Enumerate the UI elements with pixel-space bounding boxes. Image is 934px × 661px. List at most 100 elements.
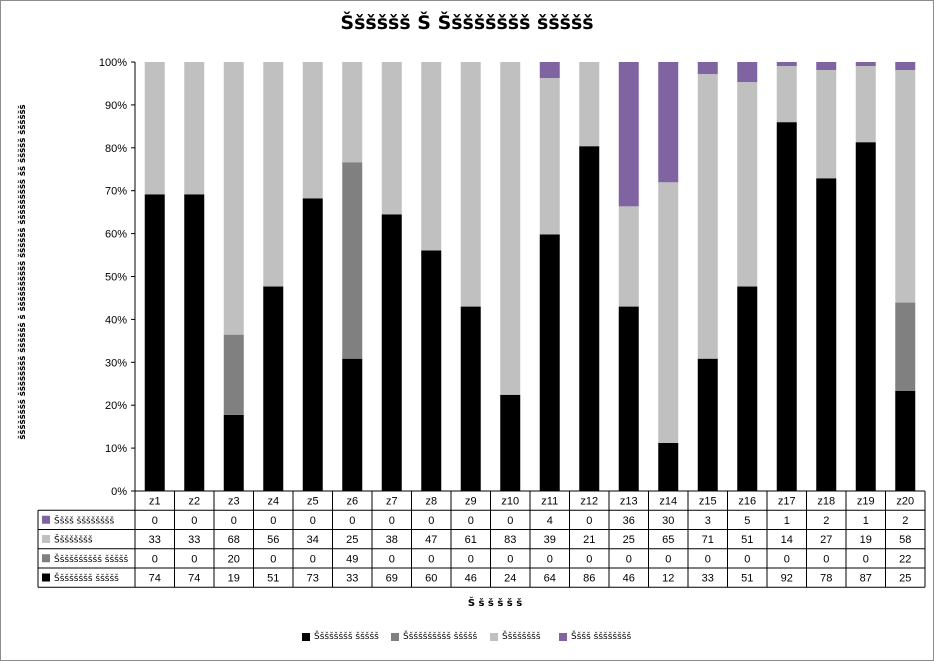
table-cell: 0	[665, 553, 671, 565]
y-tick-label: 50%	[105, 272, 127, 284]
table-cell: 92	[781, 573, 793, 585]
table-cell: 0	[428, 515, 434, 527]
bar-segment-z18-s3	[816, 70, 837, 179]
x-tick-label: z3	[228, 496, 240, 508]
table-cell: 74	[188, 573, 200, 585]
bar-segment-z20-s2	[895, 302, 916, 391]
bar-segment-z11-s1	[539, 234, 560, 491]
x-tick-label: z14	[659, 496, 677, 508]
table-cell: 0	[270, 553, 276, 565]
table-cell: 0	[468, 515, 474, 527]
x-tick-label: z11	[541, 496, 558, 508]
table-cell: 51	[267, 573, 279, 585]
bar-segment-z5-s3	[302, 62, 323, 199]
bar-segment-z5-s1	[302, 198, 323, 491]
table-cell: 2	[823, 515, 829, 527]
bar-segment-z10-s3	[500, 62, 521, 395]
table-cell: 56	[267, 534, 279, 546]
table-cell: 0	[626, 553, 632, 565]
bar-segment-z14-s3	[658, 182, 679, 443]
bar-segment-z14-s1	[658, 442, 679, 491]
bar-segment-z8-s1	[421, 250, 442, 491]
table-series-label: Šššš šššššššš	[54, 514, 114, 526]
x-tick-label: z7	[386, 496, 398, 508]
table-cell: 87	[860, 573, 872, 585]
table-cell: 83	[504, 534, 516, 546]
table-cell: 0	[152, 515, 158, 527]
bar-segment-z16-s1	[737, 286, 758, 491]
table-cell: 58	[899, 534, 911, 546]
bar-segment-z20-s4	[895, 62, 916, 71]
bar-segment-z10-s1	[500, 394, 521, 491]
bar-segment-z9-s3	[460, 62, 481, 307]
table-cell: 74	[149, 573, 161, 585]
bar-segment-z19-s1	[855, 142, 876, 491]
table-cell: 0	[547, 553, 553, 565]
bar-segment-z15-s1	[697, 358, 718, 491]
table-cell: 0	[586, 553, 592, 565]
y-tick-label: 70%	[105, 186, 127, 198]
table-cell: 0	[823, 553, 829, 565]
bar-segment-z17-s4	[776, 62, 797, 67]
bar-segment-z3-s1	[223, 414, 244, 491]
table-cell: 0	[270, 515, 276, 527]
table-cell: 3	[705, 515, 711, 527]
table-cell: 47	[425, 534, 437, 546]
table-cell: 0	[191, 553, 197, 565]
table-cell: 33	[346, 573, 358, 585]
bar-segment-z17-s3	[776, 66, 797, 123]
table-cell: 4	[547, 515, 553, 527]
table-cell: 19	[860, 534, 872, 546]
table-cell: 0	[191, 515, 197, 527]
bar-segment-z13-s1	[618, 306, 639, 491]
x-tick-label: z9	[465, 496, 477, 508]
x-tick-label: z6	[346, 496, 358, 508]
table-cell: 38	[386, 534, 398, 546]
table-cell: 61	[465, 534, 477, 546]
x-tick-label: z1	[149, 496, 161, 508]
x-tick-label: z20	[896, 496, 914, 508]
table-cell: 30	[662, 515, 674, 527]
table-cell: 51	[741, 573, 753, 585]
table-cell: 2	[902, 515, 908, 527]
bar-segment-z15-s4	[697, 62, 718, 75]
table-cell: 25	[899, 573, 911, 585]
x-tick-label: z8	[425, 496, 437, 508]
bar-segment-z16-s4	[737, 62, 758, 83]
bar-segment-z6-s2	[342, 162, 363, 359]
chart-title: Šššššš Š Šššššššš ššššš	[340, 12, 594, 34]
table-cell: 51	[741, 534, 753, 546]
x-tick-label: z15	[699, 496, 717, 508]
y-tick-label: 100%	[99, 57, 127, 69]
table-cell: 46	[623, 573, 635, 585]
table-series-swatch	[42, 515, 50, 524]
x-tick-label: z19	[857, 496, 875, 508]
x-tick-label: z2	[188, 496, 200, 508]
bar-segment-z14-s4	[658, 62, 679, 183]
bar-segment-z13-s3	[618, 206, 639, 307]
table-cell: 39	[544, 534, 556, 546]
bar-segment-z11-s4	[539, 62, 560, 79]
table-cell: 0	[231, 515, 237, 527]
table-series-swatch	[42, 573, 50, 582]
table-series-swatch	[42, 554, 50, 563]
bar-segment-z19-s4	[855, 62, 876, 67]
bar-segment-z20-s3	[895, 70, 916, 303]
x-tick-label: z16	[738, 496, 756, 508]
bar-segment-z20-s1	[895, 390, 916, 491]
table-cell: 25	[346, 534, 358, 546]
bar-segment-z2-s1	[184, 194, 205, 491]
table-cell: 68	[228, 534, 240, 546]
table-cell: 0	[507, 553, 513, 565]
table-cell: 86	[583, 573, 595, 585]
table-cell: 0	[507, 515, 513, 527]
table-cell: 34	[307, 534, 319, 546]
y-tick-label: 30%	[105, 357, 127, 369]
bar-segment-z18-s1	[816, 178, 837, 491]
bar-segment-z6-s3	[342, 62, 363, 163]
table-cell: 19	[228, 573, 240, 585]
table-cell: 5	[744, 515, 750, 527]
table-cell: 33	[149, 534, 161, 546]
table-cell: 1	[863, 515, 869, 527]
table-cell: 71	[702, 534, 714, 546]
